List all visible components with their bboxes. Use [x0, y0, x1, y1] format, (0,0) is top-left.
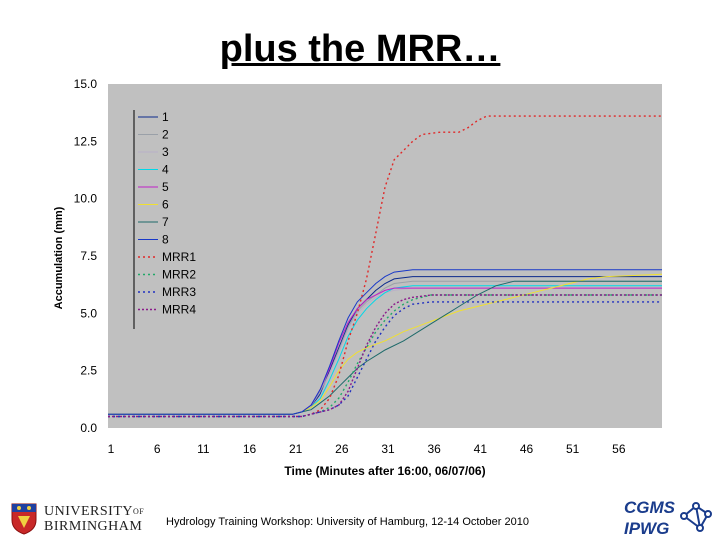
cgms-text: CGMS: [624, 498, 676, 517]
series-line-mrr3: [108, 301, 662, 418]
university-crest-icon: [11, 503, 37, 535]
legend-label-3: 3: [162, 145, 169, 159]
y-axis-label: Accumulation (mm): [53, 206, 65, 309]
series-line-6: [108, 273, 663, 415]
x-tick-label: 31: [381, 442, 395, 456]
y-tick-label: 7.5: [80, 249, 97, 263]
legend-label-5: 5: [162, 180, 169, 194]
x-tick-label: 6: [154, 442, 161, 456]
y-tick-label: 10.0: [74, 192, 98, 206]
x-tick-label: 56: [612, 442, 626, 456]
series-line-mrr4: [108, 294, 662, 418]
university-of-birmingham-logo: UNIVERSITYOF BIRMINGHAM: [10, 502, 144, 536]
series-line-mrr1: [108, 115, 662, 418]
university-name-line1: UNIVERSITY: [44, 504, 133, 519]
university-name-line2: BIRMINGHAM: [44, 519, 143, 534]
x-tick-label: 1: [108, 442, 115, 456]
legend-label-1: 1: [162, 110, 169, 124]
legend-label-mrr1: MRR1: [162, 250, 196, 264]
x-tick-label: 21: [289, 442, 303, 456]
y-tick-label: 0.0: [80, 421, 97, 435]
x-axis-label: Time (Minutes after 16:00, 06/07/06): [284, 464, 485, 478]
legend-label-4: 4: [162, 163, 169, 177]
y-tick-label: 15.0: [74, 77, 98, 91]
y-tick-label: 5.0: [80, 306, 97, 320]
series-line-mrr2: [108, 294, 662, 418]
plot-area: [108, 84, 662, 428]
legend-label-mrr3: MRR3: [162, 285, 196, 299]
footer-text: Hydrology Training Workshop: University …: [166, 516, 529, 528]
x-tick-label: 46: [520, 442, 534, 456]
slide-title: plus the MRR…: [219, 28, 501, 70]
ipwg-text: IPWG: [624, 519, 669, 538]
cgms-ipwg-logo: CGMS IPWG: [624, 498, 712, 538]
x-tick-label: 51: [566, 442, 580, 456]
network-icon: [680, 502, 712, 532]
x-tick-label: 26: [335, 442, 349, 456]
legend-label-8: 8: [162, 233, 169, 247]
x-tick-label: 11: [197, 442, 210, 456]
y-tick-label: 2.5: [80, 364, 97, 378]
x-tick-label: 16: [243, 442, 257, 456]
x-tick-label: 36: [427, 442, 441, 456]
legend-label-2: 2: [162, 128, 169, 142]
legend-label-mrr2: MRR2: [162, 268, 196, 282]
x-tick-label: 41: [474, 442, 488, 456]
series-line-8: [108, 269, 662, 415]
legend-label-7: 7: [162, 215, 169, 229]
university-name-of: OF: [133, 507, 145, 516]
y-tick-label: 12.5: [74, 134, 98, 148]
legend-label-mrr4: MRR4: [162, 303, 196, 317]
legend-label-6: 6: [162, 198, 169, 212]
